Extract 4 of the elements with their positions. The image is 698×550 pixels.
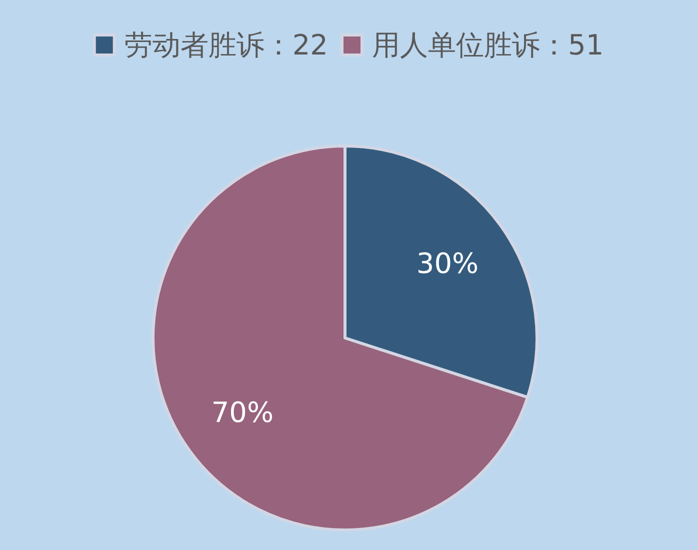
data-label: 70% (211, 396, 274, 429)
legend-label: 劳动者胜诉：22 (124, 28, 328, 62)
data-label: 30% (416, 247, 479, 280)
legend-label: 用人单位胜诉：51 (372, 28, 604, 62)
